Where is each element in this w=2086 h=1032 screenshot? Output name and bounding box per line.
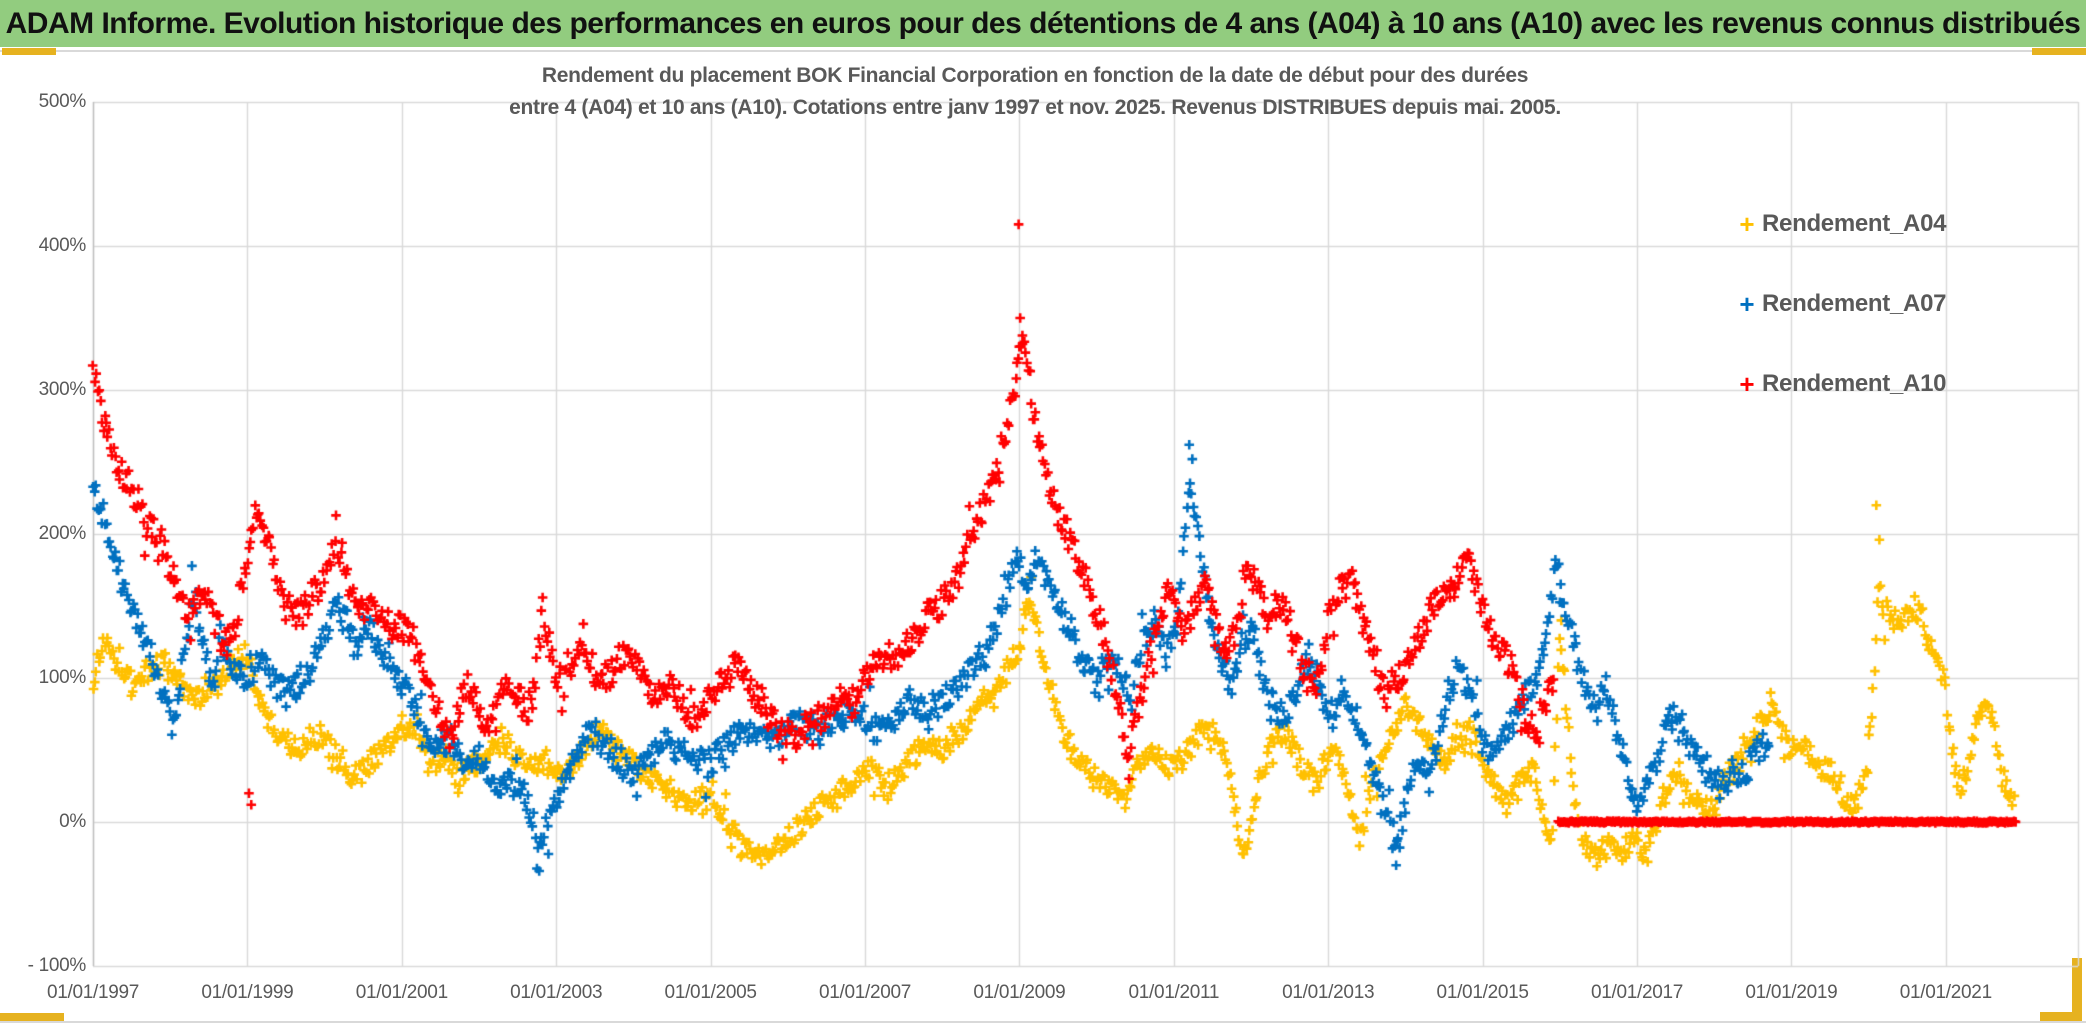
x-tick-label: 01/01/2015 [1436, 982, 1529, 1003]
x-tick-label: 01/01/2013 [1282, 982, 1375, 1003]
x-tick-label: 01/01/1999 [201, 982, 294, 1003]
plus-marker-icon: + [1739, 369, 1755, 399]
x-tick-label: 01/01/2017 [1590, 982, 1684, 1003]
y-tick-label: 100% [38, 667, 87, 688]
x-tick-label: 01/01/1997 [46, 982, 140, 1003]
legend-item-a07: + Rendement_A07 [1732, 276, 1992, 332]
x-tick-label: 01/01/2009 [973, 982, 1066, 1003]
plus-marker-icon: + [1739, 289, 1755, 319]
y-tick-label: 0% [59, 811, 86, 832]
chart-legend: + Rendement_A04 + Rendement_A07 + Rendem… [1732, 196, 1992, 436]
chart-title-line1: Rendement du placement BOK Financial Cor… [541, 64, 1529, 87]
legend-item-a04: + Rendement_A04 [1732, 196, 1992, 252]
chart-title: Rendement du placement BOK Financial Cor… [200, 60, 1870, 124]
legend-label-a04: Rendement_A04 [1762, 210, 1947, 237]
legend-label-a10: Rendement_A10 [1762, 370, 1947, 397]
y-tick-label: 300% [38, 379, 87, 400]
x-tick-label: 01/01/2011 [1128, 982, 1220, 1003]
legend-item-a10: + Rendement_A10 [1732, 356, 1992, 412]
y-tick-label: 200% [38, 523, 87, 544]
x-tick-label: 01/01/2021 [1899, 982, 1992, 1003]
y-tick-label: 400% [38, 235, 87, 256]
y-tick-label: - 100% [27, 955, 87, 976]
x-tick-label: 01/01/2001 [355, 982, 448, 1003]
x-tick-label: 01/01/2019 [1745, 982, 1838, 1003]
plus-marker-icon: + [1739, 209, 1755, 239]
x-tick-label: 01/01/2007 [818, 982, 912, 1003]
y-tick-label: 500% [38, 91, 87, 112]
x-tick-label: 01/01/2005 [664, 982, 757, 1003]
x-tick-label: 01/01/2003 [510, 982, 603, 1003]
chart-title-line2: entre 4 (A04) et 10 ans (A10). Cotations… [509, 96, 1561, 119]
legend-label-a07: Rendement_A07 [1762, 290, 1947, 317]
